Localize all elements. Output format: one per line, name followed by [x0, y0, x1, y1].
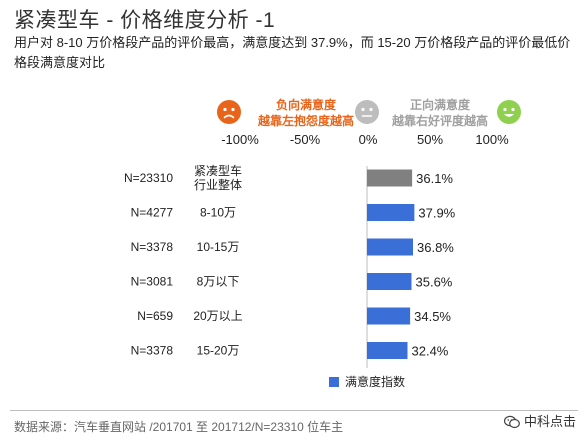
sample-size-label: N=3378	[131, 344, 174, 358]
neutral-face-icon	[355, 100, 379, 124]
category-label: 紧凑型车	[194, 163, 242, 178]
category-label: 10-15万	[197, 240, 240, 254]
chart-legend: 满意度指数	[329, 373, 405, 390]
bar-value-label: 37.9%	[418, 206, 455, 221]
sad-face-icon	[217, 100, 241, 124]
category-label: 20万以上	[193, 309, 242, 323]
scale-tick: -50%	[289, 132, 321, 147]
bar	[367, 342, 408, 359]
negative-label-line1: 负向满意度	[275, 98, 336, 112]
bar-value-label: 34.5%	[414, 309, 451, 324]
positive-label-line1: 正向满意度	[409, 98, 470, 112]
happy-face-icon	[497, 100, 521, 124]
bar-value-label: 36.1%	[416, 171, 453, 186]
category-label: 8万以下	[197, 275, 240, 289]
bar	[367, 273, 412, 290]
wechat-icon	[503, 415, 520, 432]
scale-tick: 0%	[358, 132, 378, 147]
page-title: 紧凑型车 - 价格维度分析 -1	[14, 9, 276, 32]
category-label: 15-20万	[197, 344, 240, 358]
category-label: 8-10万	[200, 206, 236, 220]
sample-size-label: N=3378	[131, 240, 174, 254]
footer-divider	[10, 410, 578, 411]
sample-size-label: N=23310	[124, 171, 173, 185]
scale-tick: -100%	[221, 132, 259, 147]
positive-satisfaction-label: 正向满意度 越靠右好评度越高	[385, 97, 495, 129]
bar	[367, 307, 411, 325]
sample-size-label: N=3081	[131, 275, 174, 289]
sample-size-label: N=4277	[131, 206, 174, 220]
sample-size-label: N=659	[137, 309, 173, 323]
scale-tick: 100%	[475, 132, 509, 147]
chart-subtitle: 用户对 8-10 万价格段产品的评价最高，满意度达到 37.9%，而 15-20…	[14, 35, 571, 70]
brand-watermark: 中科点击	[503, 411, 576, 432]
bar-value-label: 32.4%	[412, 344, 449, 359]
category-label: 行业整体	[194, 177, 242, 192]
brand-name: 中科点击	[523, 414, 576, 429]
positive-label-line2: 越靠右好评度越高	[391, 114, 488, 128]
negative-satisfaction-label: 负向满意度 越靠左抱怨度越高	[245, 97, 367, 129]
bar	[367, 169, 413, 187]
legend-swatch	[329, 377, 339, 387]
bar	[367, 238, 413, 256]
data-source: 数据来源：汽车垂直网站 /201701 至 201712/N=23310 位车主	[14, 420, 344, 434]
legend-label: 满意度指数	[345, 375, 406, 389]
bar-value-label: 35.6%	[416, 275, 453, 290]
negative-label-line2: 越靠左抱怨度越高	[257, 114, 354, 128]
bar-value-label: 36.8%	[417, 240, 454, 255]
bar	[367, 204, 415, 221]
scale-tick: 50%	[416, 132, 444, 147]
